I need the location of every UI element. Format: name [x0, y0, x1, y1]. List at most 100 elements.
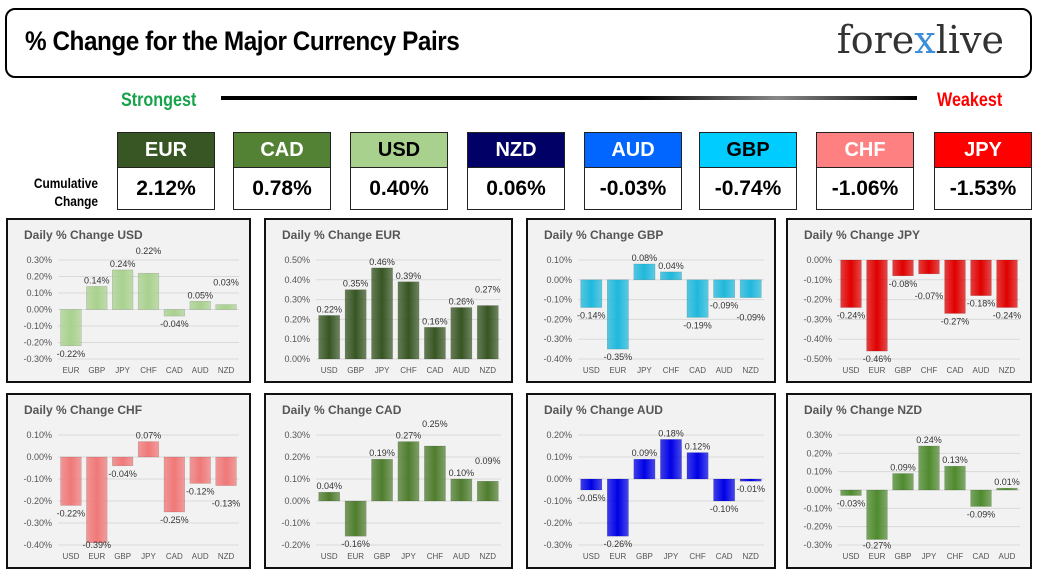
bar-gbp — [633, 458, 656, 480]
y-tick-label: -0.30% — [23, 354, 52, 364]
cumulative-change-value: 2.12% — [117, 168, 215, 210]
currency-card-nzd: NZD 0.06% — [467, 132, 565, 210]
currency-name: NZD — [467, 132, 565, 168]
x-tick-label: CAD — [166, 366, 183, 375]
chart-gbp: Daily % Change GBP -0.40% -0.30% -0.20% -0.1… — [526, 218, 776, 383]
data-label: 0.27% — [396, 431, 422, 441]
x-tick-label: NZD — [742, 552, 759, 561]
y-tick-label: -0.10% — [543, 496, 572, 506]
x-tick-label: AUD — [716, 366, 733, 375]
y-tick-label: 0.20% — [284, 314, 310, 324]
y-tick-label: -0.10% — [23, 474, 52, 484]
x-tick-label: EUR — [609, 366, 626, 375]
cumulative-change-value: -1.06% — [816, 168, 914, 210]
y-tick-label: 0.30% — [284, 295, 310, 305]
currency-card-chf: CHF -1.06% — [816, 132, 914, 210]
x-tick-label: AUD — [453, 552, 470, 561]
bar-usd — [840, 489, 862, 496]
data-label: 0.24% — [916, 435, 942, 445]
bar-aud — [713, 279, 736, 298]
data-label: 0.25% — [422, 419, 448, 429]
data-label: -0.22% — [57, 508, 86, 518]
cumulative-label-line1: Cumulative — [33, 175, 98, 191]
strength-scale-line — [221, 96, 917, 100]
chart-usd: Daily % Change USD -0.30% -0.20% -0.10% 0.00… — [6, 218, 251, 383]
y-tick-label: 0.40% — [284, 275, 310, 285]
bar-chart: -0.30% -0.20% -0.10% 0.00% 0.10% 0.20% USD EUR G… — [543, 428, 765, 561]
data-label: -0.09% — [967, 510, 996, 520]
y-tick-label: 0.20% — [284, 452, 310, 462]
bar-jpy — [371, 267, 393, 360]
bar-aud — [450, 307, 473, 360]
chart-aud: Daily % Change AUD -0.30% -0.20% -0.10% 0.00… — [526, 393, 776, 569]
bar-chart: -0.50% -0.40% -0.30% -0.20% -0.10% 0.00% USD EU… — [803, 255, 1021, 375]
x-tick-label: AUD — [999, 552, 1016, 561]
x-tick-label: AUD — [192, 552, 209, 561]
bar-chf — [660, 271, 682, 281]
currency-name: USD — [350, 132, 448, 168]
bar-chf — [137, 272, 160, 310]
data-label: -0.13% — [212, 499, 241, 509]
data-label: 0.05% — [187, 290, 213, 300]
y-tick-label: 0.00% — [284, 354, 310, 364]
data-label: 0.01% — [994, 477, 1020, 487]
chart-title: Daily % Change NZD — [804, 403, 923, 417]
bar-nzd — [739, 478, 762, 482]
y-tick-label: 0.20% — [26, 272, 52, 282]
data-label: -0.39% — [83, 540, 112, 550]
data-label: 0.08% — [632, 253, 658, 263]
data-label: 0.22% — [316, 304, 342, 314]
data-label: 0.13% — [942, 455, 968, 465]
forexlive-logo: forexlive — [836, 18, 1004, 62]
y-tick-label: 0.00% — [806, 485, 832, 495]
y-tick-label: -0.40% — [23, 540, 52, 550]
x-tick-label: GBP — [88, 366, 105, 375]
bar-jpy — [397, 441, 420, 502]
data-label: -0.08% — [889, 279, 918, 289]
chart-title: Daily % Change EUR — [282, 228, 401, 242]
x-tick-label: NZD — [742, 366, 759, 375]
y-tick-label: 0.10% — [546, 255, 572, 265]
data-label: 0.39% — [396, 271, 422, 281]
x-tick-label: EUR — [347, 552, 364, 561]
bar-chart: -0.20% -0.10% 0.00% 0.10% 0.20% 0.30% USD EUR GB… — [281, 419, 501, 561]
weakest-label: Weakest — [937, 90, 1003, 111]
data-label: 0.19% — [369, 448, 395, 458]
bar-cad — [713, 478, 736, 502]
data-label: 0.22% — [136, 246, 162, 256]
y-tick-label: -0.40% — [803, 334, 832, 344]
y-tick-label: -0.20% — [803, 295, 832, 305]
bar-chart: -0.40% -0.30% -0.20% -0.10% 0.00% 0.10% USD EUR… — [543, 253, 765, 375]
x-tick-label: CHF — [427, 552, 444, 561]
currency-card-jpy: JPY -1.53% — [934, 132, 1032, 210]
x-tick-label: USD — [321, 552, 338, 561]
bar-chf — [918, 259, 940, 275]
y-tick-label: 0.20% — [806, 448, 832, 458]
x-tick-label: USD — [583, 366, 600, 375]
data-label: -0.27% — [863, 541, 892, 551]
x-tick-label: CHF — [140, 366, 157, 375]
bar-chf — [944, 465, 966, 491]
x-tick-label: GBP — [636, 552, 653, 561]
bar-cad — [970, 489, 992, 507]
data-label: -0.25% — [160, 515, 189, 525]
chart-title: Daily % Change GBP — [544, 228, 664, 242]
x-tick-label: EUR — [869, 366, 886, 375]
x-tick-label: EUR — [62, 366, 79, 375]
data-label: -0.27% — [941, 316, 970, 326]
x-tick-label: AUD — [973, 366, 990, 375]
chart-title: Daily % Change JPY — [804, 228, 921, 242]
data-label: -0.10% — [710, 504, 739, 514]
bar-jpy — [112, 269, 134, 310]
bar-aud — [189, 456, 211, 484]
data-label: 0.35% — [343, 279, 369, 289]
bar-eur — [866, 259, 888, 352]
data-label: -0.07% — [915, 291, 944, 301]
x-tick-label: USD — [62, 552, 79, 561]
y-tick-label: -0.30% — [803, 540, 832, 550]
bar-gbp — [892, 473, 914, 491]
data-label: 0.09% — [890, 463, 916, 473]
data-label: 0.26% — [449, 297, 475, 307]
y-tick-label: 0.30% — [284, 430, 310, 440]
x-tick-label: JPY — [141, 552, 156, 561]
